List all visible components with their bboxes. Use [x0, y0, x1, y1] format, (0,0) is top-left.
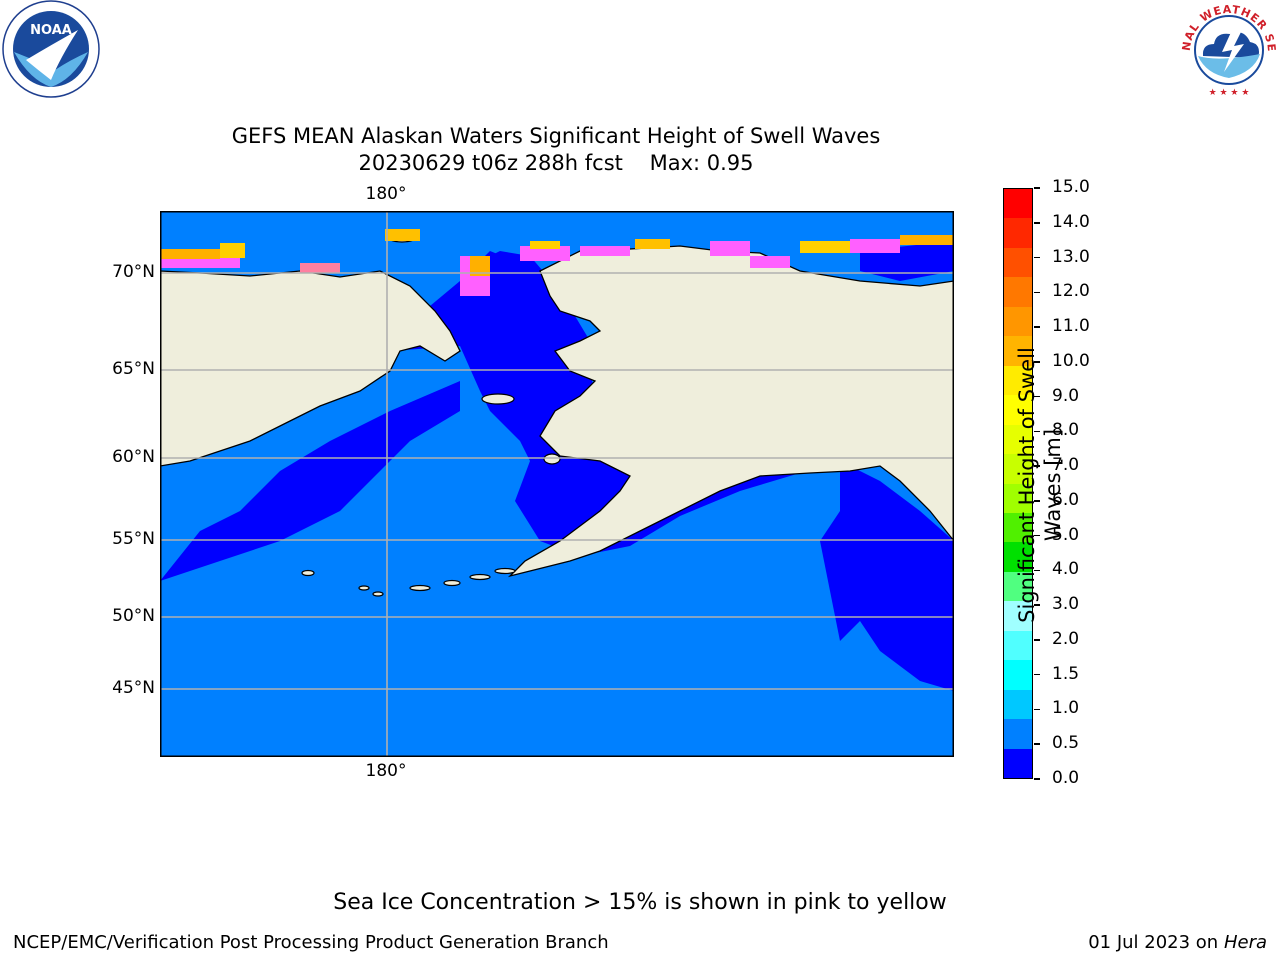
lon-label-bottom: 180° — [365, 761, 407, 781]
nws-logo: NATIONAL WEATHER SERVICE ★ ★ ★ ★ — [1178, 0, 1277, 98]
colorbar-tick-label: 13.0 — [1052, 246, 1090, 267]
colorbar-tick-label: 8.0 — [1052, 420, 1080, 441]
colorbar-tick-mark — [1034, 361, 1040, 363]
map-frame — [160, 211, 954, 757]
lon-label-top: 180° — [365, 184, 407, 204]
colorbar-tick-label: 9.0 — [1052, 385, 1080, 406]
run-host: Hera — [1223, 932, 1267, 953]
graticule — [160, 211, 954, 757]
ocean-dark-blue-north-pacific-west — [160, 381, 460, 581]
colorbar-tick-label: 7.0 — [1052, 455, 1080, 476]
lat-label-70: 70°N — [112, 262, 155, 282]
map-panel — [160, 211, 954, 757]
colorbar-tick-mark — [1034, 291, 1040, 294]
colorbar-segment — [1004, 660, 1032, 690]
colorbar-segment — [1004, 424, 1032, 455]
colorbar-tick-mark — [1034, 673, 1040, 676]
colorbar-tick-mark — [1034, 708, 1040, 711]
colorbar-tick-mark — [1034, 222, 1040, 224]
colorbar-tick-label: 1.0 — [1052, 698, 1080, 719]
colorbar-segment — [1004, 601, 1032, 631]
colorbar-tick-mark — [1034, 326, 1040, 328]
lat-label-45: 45°N — [112, 678, 155, 698]
colorbar-tick-mark — [1034, 743, 1040, 745]
sea-ice-note: Sea Ice Concentration > 15% is shown in … — [333, 890, 947, 915]
lat-label-60: 60°N — [112, 447, 155, 467]
colorbar-tick-label: 3.0 — [1052, 594, 1080, 615]
colorbar-tick-label: 0.5 — [1052, 733, 1080, 754]
land-nunivak — [543, 453, 561, 465]
sea-ice — [160, 229, 954, 296]
colorbar-segment — [1004, 277, 1032, 307]
colorbar-segment — [1004, 512, 1032, 543]
credit-line: NCEP/EMC/Verification Post Processing Pr… — [13, 932, 609, 953]
ocean-dark-blue-chukchi — [460, 251, 590, 346]
land-alaska — [507, 245, 954, 578]
colorbar-tick-mark — [1034, 534, 1040, 537]
land-st-lawrence — [481, 393, 515, 405]
colorbar-tick-label: 12.0 — [1052, 281, 1090, 302]
lat-label-65: 65°N — [112, 359, 155, 379]
colorbar-tick-mark — [1034, 465, 1040, 467]
colorbar-tick-label: 0.0 — [1052, 768, 1080, 788]
colorbar-segment — [1004, 571, 1032, 602]
colorbar-tick-label: 1.5 — [1052, 663, 1080, 684]
land-aleutians — [301, 567, 516, 597]
colorbar-segment — [1004, 395, 1032, 425]
colorbar-tick-label: 6.0 — [1052, 489, 1080, 510]
colorbar-segment — [1004, 719, 1032, 749]
chart-subtitle: 20230629 t06z 288h fcst Max: 0.95 — [358, 151, 754, 175]
colorbar-tick-mark — [1034, 187, 1040, 189]
colorbar-segment — [1004, 189, 1032, 219]
colorbar-segment — [1004, 336, 1032, 366]
chart-title: GEFS MEAN Alaskan Waters Significant Hei… — [231, 124, 881, 148]
colorbar-tick-mark — [1034, 569, 1040, 572]
colorbar-segment — [1004, 542, 1032, 572]
colorbar-tick-label: 2.0 — [1052, 628, 1080, 649]
colorbar-segment — [1004, 218, 1032, 248]
svg-text:★ ★ ★ ★: ★ ★ ★ ★ — [1209, 88, 1250, 98]
ocean-dark-blue-gulf — [820, 461, 954, 691]
land-siberia — [160, 270, 461, 467]
colorbar-segment — [1004, 689, 1032, 720]
colorbar-tick-label: 4.0 — [1052, 559, 1080, 580]
colorbar-tick-mark — [1034, 500, 1040, 502]
colorbar-tick-mark — [1034, 604, 1040, 606]
svg-text:NOAA: NOAA — [30, 23, 72, 38]
run-date-text: 01 Jul 2023 on — [1088, 932, 1224, 953]
colorbar-segment — [1004, 483, 1032, 513]
colorbar-ticks: 15.0 14.0 13.0 12.0 11.0 10.0 9.0 8.0 7.0 6.0 5.0 4… — [1034, 177, 1114, 788]
noaa-logo: NOAA — [2, 0, 100, 98]
colorbar-tick-label: 11.0 — [1052, 316, 1090, 337]
colorbar-segment — [1004, 454, 1032, 484]
colorbar-title: Significant Height of Swell Waves [m] — [1015, 347, 1065, 623]
colorbar-tick-label: 10.0 — [1052, 350, 1090, 371]
colorbar-tick-label: 14.0 — [1052, 211, 1090, 232]
lat-label-50: 50°N — [112, 606, 155, 626]
colorbar-segment — [1004, 748, 1032, 779]
run-date: 01 Jul 2023 on Hera — [1088, 932, 1267, 953]
colorbar-segment — [1004, 247, 1032, 278]
colorbar-tick-label: 5.0 — [1052, 524, 1080, 545]
colorbar-tick-mark — [1034, 256, 1040, 259]
colorbar-segment — [1004, 365, 1032, 396]
colorbar-segment — [1004, 630, 1032, 661]
lat-label-55: 55°N — [112, 529, 155, 549]
colorbar — [1003, 188, 1033, 779]
colorbar-tick-mark — [1034, 395, 1040, 398]
colorbar-tick-mark — [1034, 639, 1040, 641]
colorbar-tick-mark — [1034, 430, 1040, 433]
colorbar-tick-label: 15.0 — [1052, 177, 1090, 197]
colorbar-tick-mark — [1034, 778, 1040, 780]
colorbar-segment — [1004, 306, 1032, 337]
